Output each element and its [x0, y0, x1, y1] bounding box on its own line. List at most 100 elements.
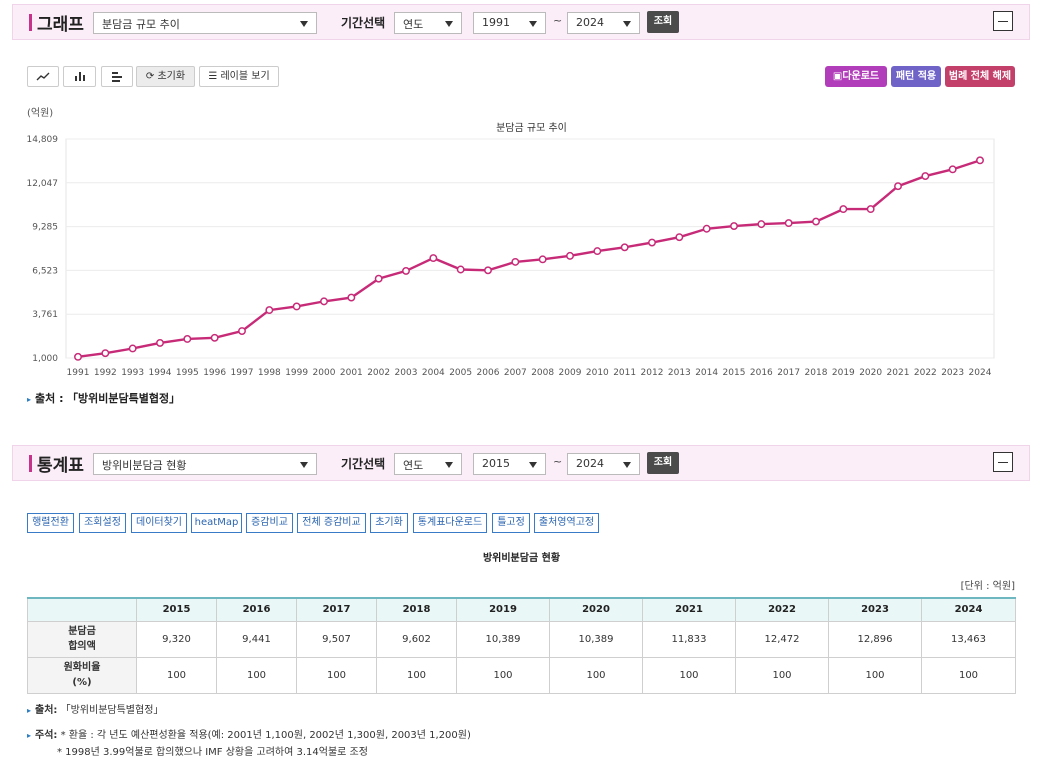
data-point — [757, 220, 766, 229]
graph-period-label: 기간선택 — [341, 16, 386, 30]
chart-source: ▸ 출처 : 「방위비분담특별협정」 — [27, 390, 180, 406]
x-tick-label: 2016 — [750, 368, 773, 378]
chart-source-label: 출처 : — [35, 392, 64, 405]
line-chart-button[interactable] — [27, 66, 59, 87]
table-cell: 100 — [136, 656, 217, 694]
image-icon: ▣ — [832, 71, 843, 82]
data-point — [784, 219, 793, 228]
x-tick-label: 2021 — [887, 368, 910, 378]
data-point — [812, 217, 820, 226]
horizontal-bar-button[interactable] — [101, 66, 133, 87]
row-header-line: 합의액 — [68, 641, 96, 652]
stat-to-year-select[interactable]: 2024 — [567, 453, 640, 475]
graph-from-year-select[interactable]: 1991 — [473, 12, 546, 34]
table-row: 분담금 합의액 9,320 9,441 9,507 9,602 10,389 10… — [27, 620, 1016, 658]
query-settings-button[interactable]: 조회설정 — [79, 513, 126, 533]
table-cell: 100 — [549, 656, 643, 694]
graph-period-type-select[interactable]: 연도 — [394, 12, 462, 34]
heatmap-button[interactable]: heatMap — [191, 513, 242, 533]
table-download-button[interactable]: 통계표다운로드 — [413, 513, 487, 533]
data-point — [156, 338, 164, 347]
freeze-panes-button[interactable]: 틀고정 — [492, 513, 530, 533]
table-header-row: 2015 2016 2017 2018 2019 2020 2021 2022 … — [27, 597, 1016, 622]
data-point — [484, 266, 492, 275]
table-cell: 9,441 — [216, 620, 297, 658]
x-tick-label: 1992 — [94, 368, 117, 378]
table-cell: 100 — [376, 656, 457, 694]
row-header-line: (%) — [72, 677, 92, 688]
year-header: 2015 — [136, 597, 217, 622]
reset-button[interactable]: ⟳ 초기화 — [136, 66, 195, 87]
legend-clear-button[interactable]: 범례 전체 해제 — [945, 66, 1015, 87]
stat-section-header: 통계표 방위비분담금 현황 기간선택 연도 2015 ~ 2024 조회 — [12, 445, 1030, 481]
compare-all-button[interactable]: 전체 증감비교 — [297, 513, 366, 533]
x-tick-label: 2006 — [477, 368, 500, 378]
data-point — [976, 156, 984, 165]
stat-period-type-select[interactable]: 연도 — [394, 453, 462, 475]
graph-section-header: 그래프 분담금 규모 추이 기간선택 연도 1991 ~ 2024 조회 — [12, 4, 1030, 40]
data-point — [894, 182, 902, 191]
year-header: 2024 — [921, 597, 1016, 622]
data-point — [265, 306, 274, 315]
stat-period-label: 기간선택 — [341, 457, 386, 471]
download-button[interactable]: ▣다운로드 — [825, 66, 887, 87]
data-point — [620, 243, 629, 252]
bullet-icon: ▸ — [27, 395, 32, 404]
pattern-apply-button[interactable]: 패턴 적용 — [891, 66, 941, 87]
freeze-source-button[interactable]: 출처영역고정 — [534, 513, 599, 533]
table-note: ▸ 주석: * 환율 : 각 년도 예산편성환율 적용(예: 2001년 1,10… — [27, 726, 471, 741]
graph-collapse-button[interactable] — [993, 11, 1013, 31]
x-tick-label: 2010 — [586, 368, 609, 378]
stat-section-title: 통계표 — [37, 456, 84, 476]
x-tick-label: 2014 — [695, 368, 718, 378]
graph-section-title: 그래프 — [37, 15, 84, 35]
transpose-button[interactable]: 행렬전환 — [27, 513, 74, 533]
data-point — [101, 349, 110, 358]
range-tilde: ~ — [553, 455, 563, 468]
chevron-down-icon — [529, 21, 537, 27]
table-cell: 100 — [456, 656, 550, 694]
table-reset-button[interactable]: 초기화 — [370, 513, 408, 533]
table-cell: 12,896 — [828, 620, 922, 658]
table-source-label: 출처: — [35, 705, 58, 716]
show-labels-button[interactable]: ☰ 레이블 보기 — [199, 66, 279, 87]
line-chart: 14,809 12,047 9,285 6,523 3,761 1,000 1991 1992… — [27, 135, 995, 378]
data-point — [402, 266, 410, 275]
chevron-down-icon — [623, 21, 631, 27]
stat-search-button[interactable]: 조회 — [647, 452, 679, 474]
find-data-button[interactable]: 데이터찾기 — [131, 513, 187, 533]
year-header: 2016 — [216, 597, 297, 622]
data-point — [648, 238, 656, 247]
bullet-icon: ▸ — [27, 731, 32, 740]
graph-dataset-select[interactable]: 분담금 규모 추이 — [93, 12, 317, 34]
table-row: 원화비율 (%) 100 100 100 100 100 100 100 100 … — [27, 656, 1016, 694]
table-source: ▸ 출처: 「방위비분담특별협정」 — [27, 701, 163, 716]
stat-collapse-button[interactable] — [993, 452, 1013, 472]
section-accent-bar — [29, 455, 32, 472]
stat-from-year-select[interactable]: 2015 — [473, 453, 546, 475]
y-tick-label: 9,285 — [32, 223, 58, 233]
x-tick-label: 2020 — [859, 368, 882, 378]
chevron-down-icon — [300, 21, 308, 27]
chart-source-value: 「방위비분담특별협정」 — [66, 392, 181, 405]
graph-search-button[interactable]: 조회 — [647, 11, 679, 33]
data-point — [128, 344, 137, 353]
table-cell: 9,602 — [376, 620, 457, 658]
table-note-label: 주석: — [35, 730, 58, 741]
graph-to-year-select[interactable]: 2024 — [567, 12, 640, 34]
x-tick-label: 2023 — [941, 368, 964, 378]
list-icon: ☰ — [208, 71, 218, 82]
chart-title: 분담금 규모 추이 — [496, 123, 567, 134]
chevron-down-icon — [445, 21, 453, 27]
data-point — [921, 172, 930, 181]
stat-dataset-value: 방위비분담금 현황 — [102, 459, 187, 472]
stat-dataset-select[interactable]: 방위비분담금 현황 — [93, 453, 317, 475]
bullet-icon: ▸ — [27, 706, 32, 715]
data-point — [347, 293, 356, 302]
year-header: 2020 — [549, 597, 643, 622]
bar-chart-button[interactable] — [63, 66, 96, 87]
compare-button[interactable]: 증감비교 — [246, 513, 293, 533]
x-tick-label: 2001 — [340, 368, 363, 378]
range-tilde: ~ — [553, 14, 563, 27]
table-note-line-2: * 1998년 3.99억불로 합의했으나 IMF 상황을 고려하여 3.14억… — [57, 747, 368, 758]
